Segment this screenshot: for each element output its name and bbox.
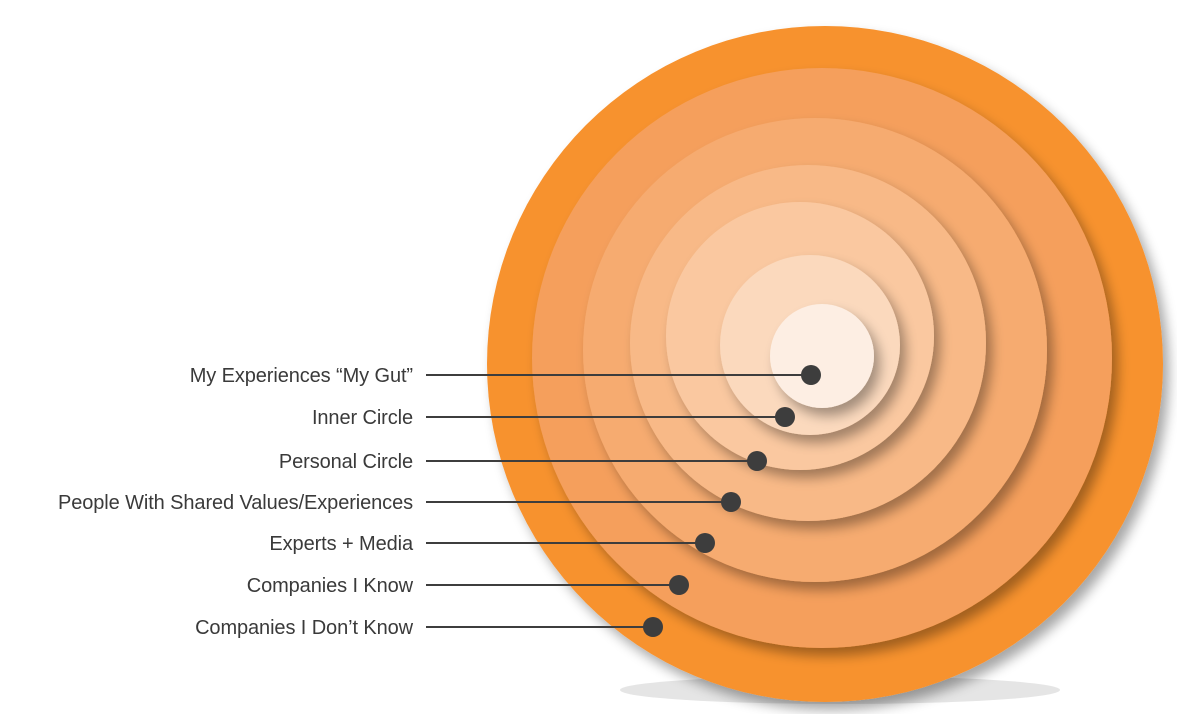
ring-label-1: My Experiences “My Gut” [190,365,413,387]
ring-label-6: Companies I Know [247,575,414,597]
leader-dot-4 [721,492,741,512]
ring-label-7: Companies I Don’t Know [195,617,414,639]
leader-dot-3 [747,451,767,471]
ring-label-5: Experts + Media [269,533,414,555]
ring-1 [770,304,874,408]
leader-dot-5 [695,533,715,553]
ring-stack [487,26,1163,702]
leader-dot-2 [775,407,795,427]
ring-label-4: People With Shared Values/Experiences [58,492,413,514]
ring-labels: My Experiences “My Gut” Inner Circle Perso… [58,365,414,639]
ring-label-2: Inner Circle [312,407,413,429]
leader-lines [426,365,821,637]
leader-dot-6 [669,575,689,595]
ring-label-3: Personal Circle [279,451,413,473]
leader-dot-7 [643,617,663,637]
leader-dot-1 [801,365,821,385]
